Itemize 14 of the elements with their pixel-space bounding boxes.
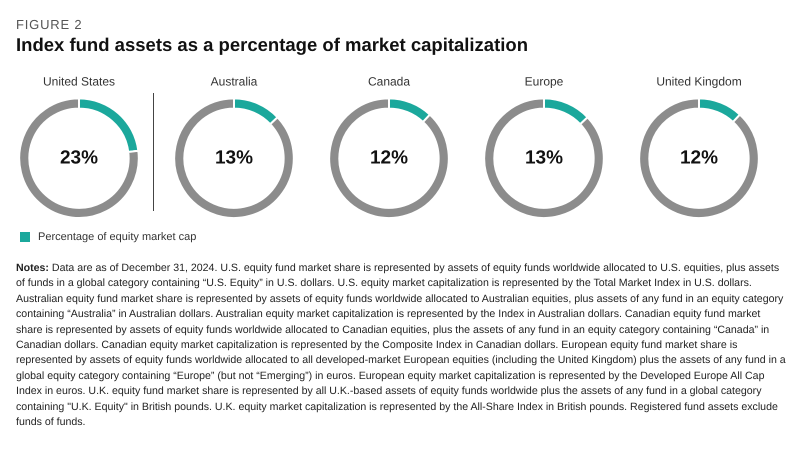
text: Notes: Data are as of December 31, 2024. U.S. equity fund market share is represented by assets of equity funds worldwide allocated to U.S. equities, plus assets of funds in a global category containing “U.S. Equity” in U.S. dollars. U.S. equity market capitalization is represented by the Total Market Index in U.S. dollars. Australian equity fund market share is represented by assets of equity funds worldwide allocated to Australian equities, plus assets of any fund in an equity category containing “Australia” in Australian dollars. Australian equity market capitalization is represented by the Index in Australian dollars. Canadian equity fund market share is represented by assets of equity funds worldwide allocated to Canadian equities, plus the assets of any fund in an equity category containing “Canada” in Canadian dollars. Canadian equity market capitalization is represented by the Composite Index in Canadian dollars. European equity fund market share is represented by assets of equity funds worldwide allocated to all developed-market European equities (including the United Kingdom) plus the assets of any fund in a global equity category containing “Europe” (but not “Emerging”) in euros. European equity market capitalization is represented by the Developed Europe All Cap Index in euros. U.K. equity fund market share is represented by all U.K.-based assets of equity funds worldwide plus the assets of any fund in a global category containing "U.K. Equity" in British pounds. U.K. equity market capitalization is represented by the All-Share Index in British pounds. Registered fund assets exclude funds of funds. [16,262,786,428]
data-label: 13% [524,147,563,168]
legend-label: Percentage of equity market cap [38,231,196,243]
caption: FIGURE 2 [16,17,82,32]
chart-title: United Kingdom [656,74,742,89]
chart-title: Europe [524,74,564,89]
data-label: 13% [214,147,253,168]
chart-title: Canada [367,74,410,89]
chart-title: Australia [210,74,258,89]
data-label: 23% [59,147,98,168]
text: Index fund assets as a percentage of market capitalization [16,34,528,56]
data-label: 12% [679,147,718,168]
data-label: 12% [369,147,408,168]
chart-title: United States [42,74,115,89]
